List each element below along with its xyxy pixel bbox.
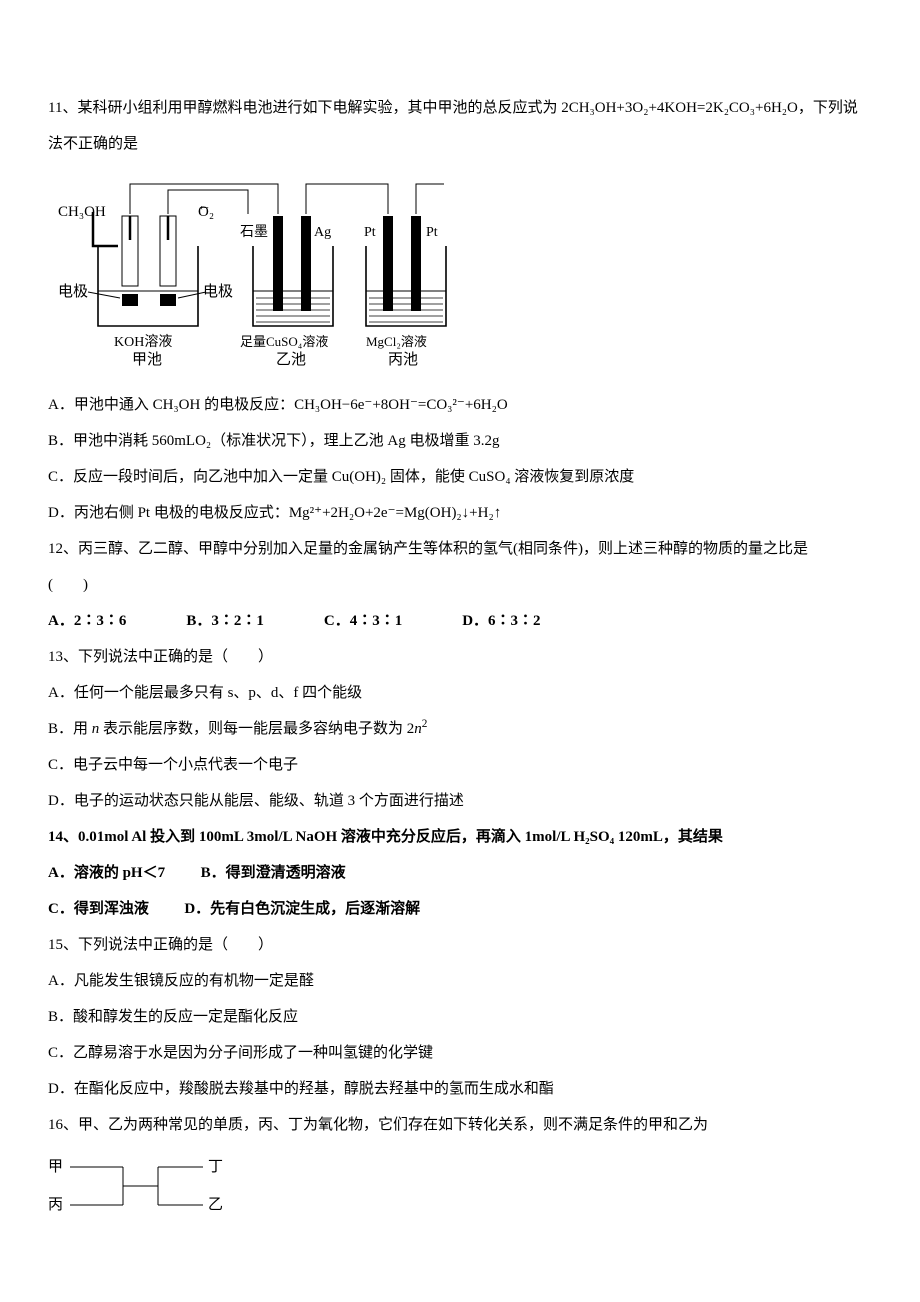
- label-ch3oh: CH₃OH: [58, 204, 106, 220]
- label-pt-left: Pt: [364, 225, 376, 240]
- q16-ding: 丁: [208, 1159, 223, 1175]
- q11-optB: B．甲池中消耗 560mLO₂（标准状况下），理上乙池 Ag 电极增重 3.2g: [48, 423, 872, 459]
- q16-bing: 丙: [48, 1197, 63, 1213]
- label-koh: KOH溶液: [114, 334, 172, 350]
- q11-optD: D．丙池右侧 Pt 电极的电极反应式：Mg²⁺+2H₂O+2e⁻=Mg(OH)₂…: [48, 495, 872, 531]
- q15-optB: B．酸和醇发生的反应一定是酯化反应: [48, 999, 872, 1035]
- q13-optA: A．任何一个能层最多只有 s、p、d、f 四个能级: [48, 675, 872, 711]
- q12-optD: D．6∶3∶2: [462, 603, 540, 639]
- label-cell-a: 甲池: [132, 351, 162, 368]
- q11-optC: C．反应一段时间后，向乙池中加入一定量 Cu(OH)₂ 固体，能使 CuSO₄ …: [48, 459, 872, 495]
- q13-optB-sup: 2: [422, 718, 428, 730]
- q14-optC: C．得到浑浊液: [48, 901, 149, 917]
- q13-optB: B．用 n 表示能层序数，则每一能层最多容纳电子数为 2n2: [48, 711, 872, 747]
- q14-optAB: A．溶液的 pH＜7 B．得到澄清透明溶液: [48, 855, 872, 891]
- q16-diagram: 甲 丙 丁 乙: [48, 1157, 872, 1218]
- q12-stem-line2: ( ): [48, 567, 872, 603]
- q15-optA: A．凡能发生银镜反应的有机物一定是醛: [48, 963, 872, 999]
- label-cuso4: 足量CuSO₄溶液: [240, 334, 328, 349]
- electrode-right: 电极: [203, 283, 233, 300]
- q15-optD: D．在酯化反应中，羧酸脱去羧基中的羟基，醇脱去羟基中的氢而生成水和酯: [48, 1071, 872, 1107]
- label-cell-b: 乙池: [276, 351, 306, 368]
- q11-stem-line1: 11、某科研小组利用甲醇燃料电池进行如下电解实验，其中甲池的总反应式为 2CH₃…: [48, 90, 872, 126]
- q16-jia: 甲: [48, 1159, 63, 1175]
- q16-yi: 乙: [208, 1197, 223, 1213]
- q14-optA: A．溶液的 pH＜7: [48, 865, 165, 881]
- q15-stem: 15、下列说法中正确的是（ ）: [48, 927, 872, 963]
- q13-stem: 13、下列说法中正确的是（ ）: [48, 639, 872, 675]
- q12-optC: C．4∶3∶1: [324, 603, 402, 639]
- q13-optD: D．电子的运动状态只能从能层、能级、轨道 3 个方面进行描述: [48, 783, 872, 819]
- label-cell-c: 丙池: [388, 351, 418, 368]
- q14-optCD: C．得到浑浊液 D．先有白色沉淀生成，后逐渐溶解: [48, 891, 872, 927]
- q14-optD: D．先有白色沉淀生成，后逐渐溶解: [184, 901, 420, 917]
- q11-diagram: CH₃OH O₂ ← 电极 电极 KOH溶液 甲池 石墨 Ag 足量CuSO₄溶…: [48, 176, 872, 381]
- q14-optB: B．得到澄清透明溶液: [201, 865, 346, 881]
- q13-optC: C．电子云中每一个小点代表一个电子: [48, 747, 872, 783]
- label-mgcl2: MgCl₂溶液: [366, 334, 427, 349]
- q14-stem: 14、0.01mol Al 投入到 100mL 3mol/L NaOH 溶液中充…: [48, 819, 872, 855]
- label-ag: Ag: [314, 225, 331, 240]
- q12-optB: B．3∶2∶1: [186, 603, 264, 639]
- q12-options: A．2∶3∶6 B．3∶2∶1 C．4∶3∶1 D．6∶3∶2: [48, 603, 872, 639]
- q12-stem-line1: 12、丙三醇、乙二醇、甲醇中分别加入足量的金属钠产生等体积的氢气(相同条件)，则…: [48, 531, 872, 567]
- q11-optA: A．甲池中通入 CH₃OH 的电极反应：CH₃OH−6e⁻+8OH⁻=CO₃²⁻…: [48, 387, 872, 423]
- q16-stem: 16、甲、乙为两种常见的单质，丙、丁为氧化物，它们存在如下转化关系，则不满足条件…: [48, 1107, 872, 1143]
- arrow-o2: ←: [197, 199, 211, 214]
- q13-optB-n2: n: [414, 721, 422, 737]
- q13-optB-a: B．用: [48, 721, 92, 737]
- q13-optB-b: 表示能层序数，则每一能层最多容纳电子数为 2: [99, 721, 414, 737]
- label-pt-right: Pt: [426, 225, 438, 240]
- label-graphite: 石墨: [240, 225, 268, 240]
- q15-optC: C．乙醇易溶于水是因为分子间形成了一种叫氢键的化学键: [48, 1035, 872, 1071]
- q12-optA: A．2∶3∶6: [48, 603, 126, 639]
- electrode-left: 电极: [58, 283, 88, 300]
- q11-stem-line2: 法不正确的是: [48, 126, 872, 162]
